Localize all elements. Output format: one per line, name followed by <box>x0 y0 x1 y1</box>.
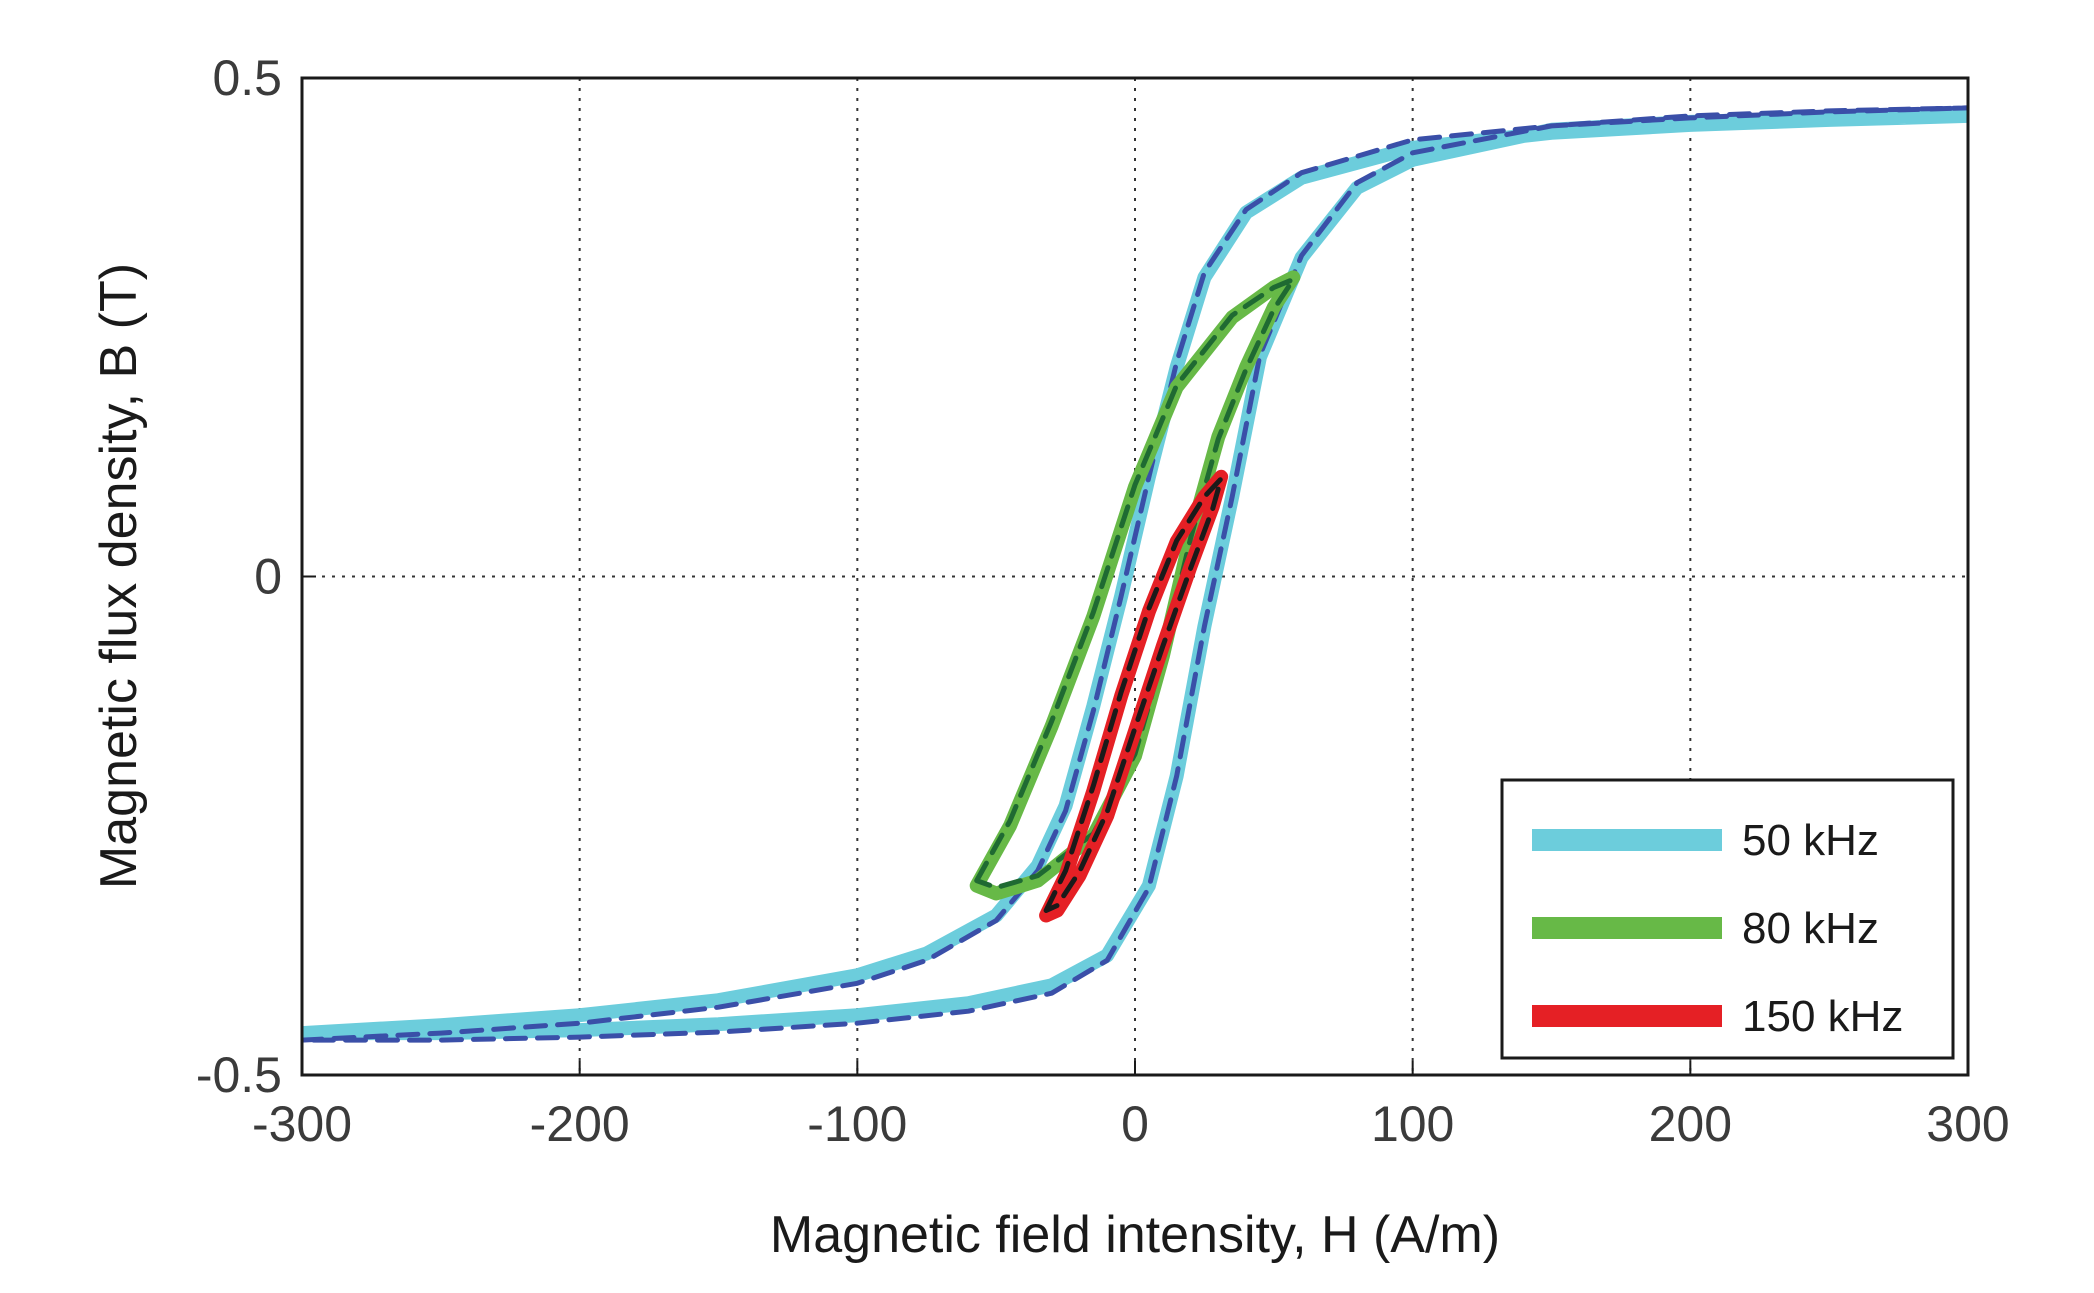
x-tick-label: -200 <box>530 1096 630 1152</box>
x-tick-label: 0 <box>1121 1096 1149 1152</box>
y-tick-label: 0 <box>254 549 282 605</box>
series-layer <box>302 105 1968 1043</box>
legend: 50 kHz 80 kHz 150 kHz <box>1500 778 1955 1060</box>
series-line-150-khz-fit <box>1043 476 1224 913</box>
series-line-50-khz-fit <box>302 105 1968 1043</box>
axis-ticks: -300 -200 -100 0 100 200 300 -0.5 0 0.5 <box>196 50 2010 1152</box>
plot-area <box>302 105 1968 1043</box>
legend-label: 50 kHz <box>1742 816 1879 865</box>
x-tick-label: -300 <box>252 1096 352 1152</box>
x-tick-label: -100 <box>807 1096 907 1152</box>
legend-label: 80 kHz <box>1742 904 1879 953</box>
y-tick-label: 0.5 <box>212 50 282 106</box>
x-tick-label: 100 <box>1371 1096 1454 1152</box>
y-axis-title: Magnetic flux density, B (T) <box>90 263 148 889</box>
x-axis-title: Magnetic field intensity, H (A/m) <box>770 1206 1500 1264</box>
y-tick-label: -0.5 <box>196 1047 282 1103</box>
legend-entries: 50 kHz 80 kHz 150 kHz <box>1532 816 1903 1041</box>
x-tick-label: 300 <box>1926 1096 2009 1152</box>
x-tick-label: 200 <box>1649 1096 1732 1152</box>
legend-label: 150 kHz <box>1742 992 1903 1041</box>
